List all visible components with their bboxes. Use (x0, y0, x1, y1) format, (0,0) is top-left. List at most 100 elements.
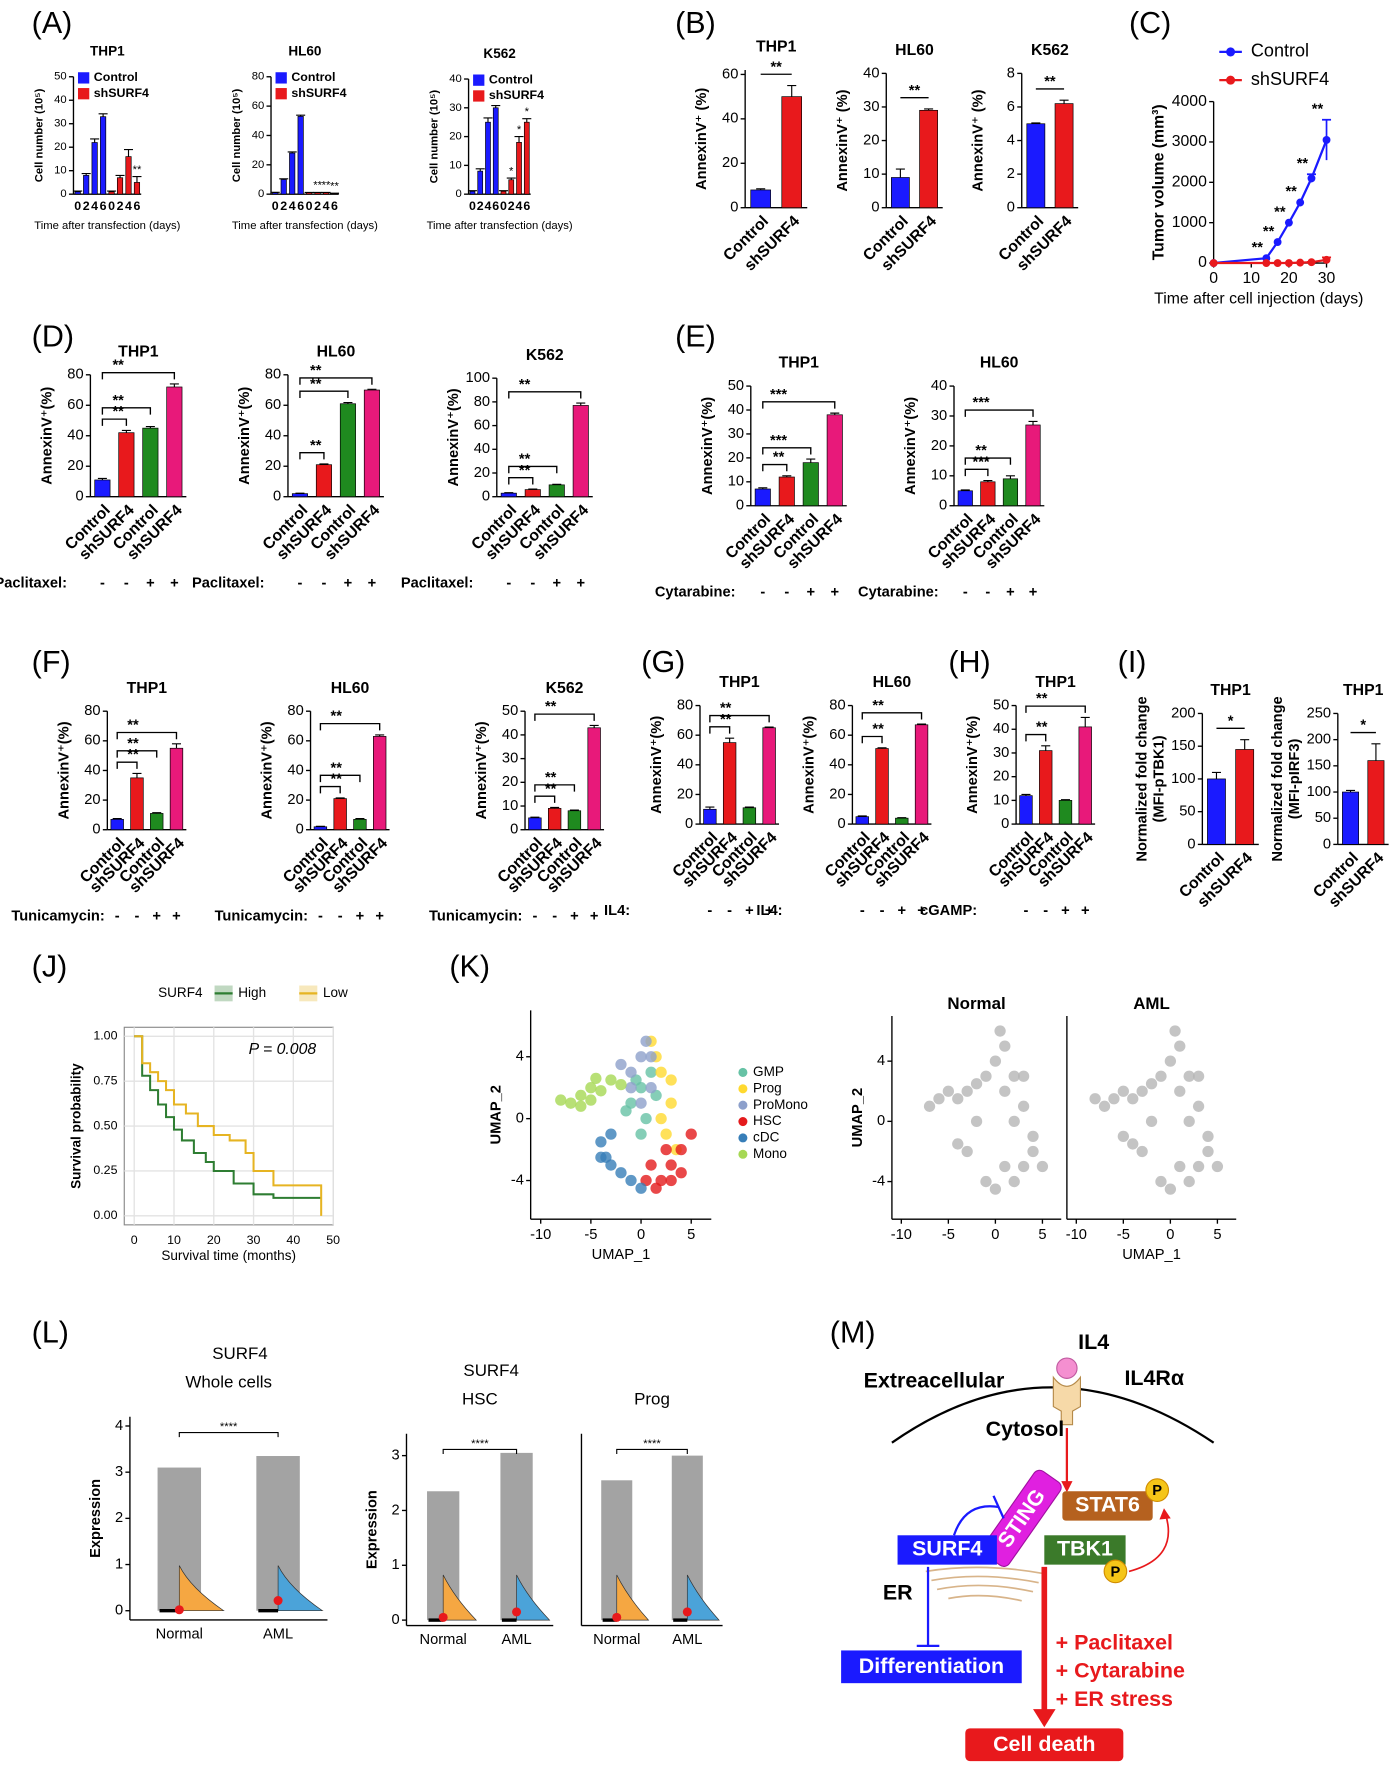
significance-bracket (319, 722, 381, 731)
chart-title: THP1 (90, 44, 125, 59)
legend-label: Control (489, 72, 533, 86)
arrowhead (1033, 1709, 1056, 1728)
bar (74, 191, 81, 195)
y-tick-label: 60 (677, 727, 693, 743)
point (1307, 258, 1316, 267)
bar (722, 742, 737, 825)
error-bar (758, 487, 768, 489)
point (999, 1085, 1011, 1097)
y-tick-label: 60 (722, 66, 738, 82)
chart-title: HL60 (895, 42, 934, 59)
point (635, 1051, 647, 1063)
half-violin (516, 1574, 551, 1621)
y-tick-label: 3000 (1172, 133, 1207, 150)
point (1027, 1130, 1039, 1143)
significance: **** (643, 1438, 661, 1450)
significance-bracket (508, 391, 582, 399)
significance: ** (127, 747, 139, 763)
error-bar (725, 737, 735, 743)
panel-labels: (A) (B) (C) (D) (E) (F) (G) (H) (I) (J) … (32, 6, 1172, 1350)
y-tick-label: 20 (931, 438, 947, 454)
x-tick-label: 6 (331, 199, 338, 213)
chart-title: THP1 (719, 674, 760, 691)
tbk1-box (1044, 1535, 1126, 1565)
bar (587, 727, 601, 831)
bar (548, 484, 565, 498)
y-tick-label: 1.00 (93, 1029, 117, 1043)
x-tick-label: 30 (247, 1233, 261, 1247)
y-axis-label: AnnexinV⁺(%) (903, 397, 919, 495)
treatment-sign: + (590, 909, 599, 925)
y-tick-label: 0 (296, 822, 304, 838)
chart-title: THP1 (1343, 682, 1384, 699)
significance-bracket (861, 735, 883, 744)
error-bar (98, 113, 108, 117)
bar (313, 826, 328, 831)
point (615, 1167, 627, 1179)
point (565, 1097, 577, 1109)
y-tick-label: 0 (939, 498, 947, 514)
y-axis-label: AnnexinV⁺ (%) (694, 88, 710, 190)
point (595, 1151, 607, 1163)
arrowhead (1159, 1508, 1171, 1520)
x-tick-label: 4 (516, 199, 523, 213)
point (1089, 1093, 1101, 1105)
error-bar (917, 723, 927, 725)
receptor (1052, 1375, 1081, 1426)
legend-label: High (238, 985, 266, 1000)
legend-label: shSURF4 (489, 88, 544, 102)
bar (855, 816, 869, 825)
significance: ** (545, 781, 557, 797)
bar (166, 386, 183, 498)
bar (528, 817, 542, 831)
error-bar (1211, 771, 1221, 779)
panel-label: (E) (675, 320, 716, 354)
x-tick-label: 2 (117, 199, 124, 213)
point (665, 1159, 677, 1171)
x-tick-label: 6 (492, 199, 499, 213)
y-tick-label: 40 (677, 757, 693, 773)
error-bar (857, 815, 867, 817)
y-axis-label: AnnexinV⁺(%) (649, 716, 665, 814)
treatment-sign: + (745, 903, 754, 919)
bar (289, 152, 296, 195)
bar (778, 476, 795, 507)
point (625, 1082, 637, 1094)
y-tick-label: 0.75 (93, 1073, 117, 1087)
significance-bracket (299, 451, 325, 460)
bar (1026, 123, 1046, 209)
point (989, 1055, 1002, 1067)
y-axis-label: AnnexinV⁺(%) (801, 716, 817, 814)
point (1284, 218, 1293, 227)
point (1008, 1070, 1020, 1082)
error-bar (90, 138, 100, 143)
y-tick-label: 60 (67, 397, 83, 413)
bar (485, 121, 491, 195)
half-violin (178, 1565, 225, 1612)
arrow (1128, 1512, 1170, 1573)
significance: ** (322, 180, 331, 192)
y-axis-label: AnnexinV⁺(%) (700, 397, 716, 495)
x-tick-label: 5 (1213, 1227, 1221, 1243)
y-tick-label: 20 (67, 458, 83, 474)
x-tick-label: 6 (100, 199, 107, 213)
bar (500, 190, 507, 195)
chart-title: K562 (1031, 42, 1069, 59)
y-tick-label: 80 (265, 367, 281, 383)
legend-label: Low (323, 985, 348, 1000)
error-bar (1021, 793, 1031, 796)
treatment-sign: + (898, 903, 907, 919)
legend-label: shSURF4 (291, 86, 346, 100)
death-box (965, 1728, 1124, 1762)
chart-title: HL60 (317, 343, 356, 360)
x-tick-label: Normal (593, 1632, 640, 1648)
point (970, 1115, 983, 1128)
point (999, 1160, 1011, 1173)
legend-marker (738, 1133, 748, 1143)
treatment-sign: - (135, 909, 140, 925)
panel-label: (F) (32, 645, 71, 679)
y-tick-label: 80 (474, 394, 490, 410)
y-tick-label: 4000 (1172, 93, 1207, 110)
y-tick-label: 40 (287, 762, 303, 778)
point (1273, 238, 1282, 246)
